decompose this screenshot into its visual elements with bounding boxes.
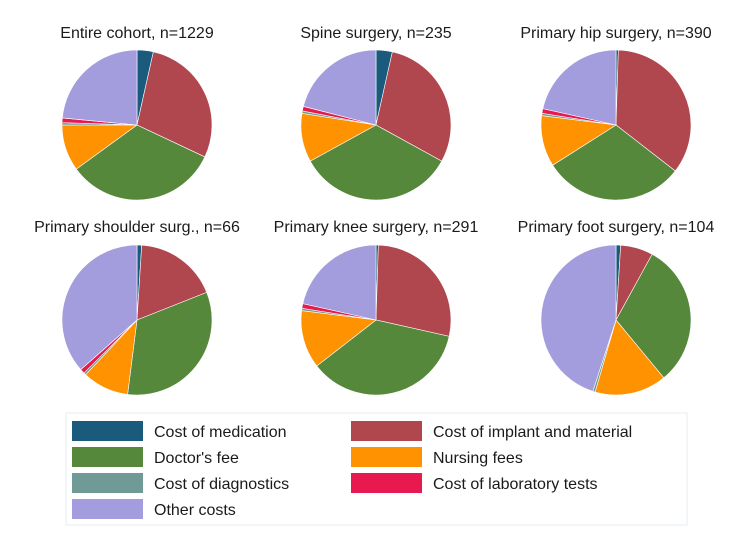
pie-title: Spine surgery, n=235 <box>300 25 451 42</box>
legend-swatch-diagnostics <box>72 473 143 493</box>
legend-item-laboratory: Cost of laboratory tests <box>351 473 598 493</box>
legend-swatch-implant <box>351 421 422 441</box>
legend-label-other: Other costs <box>154 502 236 519</box>
pies-layer: Entire cohort, n=1229 Spine surgery, n=23… <box>34 25 715 396</box>
pie-title: Primary shoulder surg., n=66 <box>34 219 240 236</box>
legend-label-medication: Cost of medication <box>154 424 287 441</box>
legend-swatch-laboratory <box>351 473 422 493</box>
legend-label-laboratory: Cost of laboratory tests <box>433 476 598 493</box>
pie-slice-doctor <box>615 253 692 379</box>
pie-slice-implant <box>375 51 452 162</box>
legend-swatch-medication <box>72 421 143 441</box>
legend-item-doctor: Doctor's fee <box>72 447 239 467</box>
pie-slice-doctor <box>309 124 443 201</box>
legend-item-implant: Cost of implant and material <box>351 421 632 441</box>
pie-slice-implant <box>615 49 692 172</box>
pie-slice-nursing <box>594 319 665 396</box>
pie-slice-nursing <box>300 310 377 367</box>
pie-title: Primary knee surgery, n=291 <box>274 219 479 236</box>
legend-label-diagnostics: Cost of diagnostics <box>154 476 289 493</box>
pie-chart-3: Primary hip surgery, n=390 <box>520 25 712 201</box>
legend-label-nursing: Nursing fees <box>433 450 523 467</box>
pie-slice-other <box>302 49 377 126</box>
pie-slice-other <box>302 244 377 321</box>
pie-slice-other <box>62 49 138 126</box>
pie-slice-implant <box>136 244 208 321</box>
pie-slice-other <box>542 49 617 126</box>
legend-swatch-nursing <box>351 447 422 467</box>
legend-swatch-doctor <box>72 447 143 467</box>
pie-chart-6: Primary foot surgery, n=104 <box>518 219 715 396</box>
pie-slice-other <box>61 244 138 371</box>
legend-item-diagnostics: Cost of diagnostics <box>72 473 289 493</box>
pie-slice-other <box>540 244 617 392</box>
pie-title: Entire cohort, n=1229 <box>60 25 214 42</box>
legend-item-nursing: Nursing fees <box>351 447 523 467</box>
legend-label-doctor: Doctor's fee <box>154 450 239 467</box>
pie-slice-implant <box>136 51 213 158</box>
legend-label-implant: Cost of implant and material <box>433 424 632 441</box>
pie-chart-1: Entire cohort, n=1229 <box>60 25 214 201</box>
legend-item-medication: Cost of medication <box>72 421 287 441</box>
pie-slice-doctor <box>552 124 676 201</box>
pie-title: Primary hip surgery, n=390 <box>520 25 711 42</box>
legend-swatch-other <box>72 499 143 519</box>
pie-slice-doctor <box>127 292 213 396</box>
pie-slice-doctor <box>75 124 206 201</box>
pie-chart-4: Primary shoulder surg., n=66 <box>34 219 240 396</box>
legend-item-other: Other costs <box>72 499 236 519</box>
legend: Cost of medication Cost of implant and ma… <box>65 412 688 526</box>
pie-title: Primary foot surgery, n=104 <box>518 219 715 236</box>
pie-slice-doctor <box>316 319 450 396</box>
pie-chart-5: Primary knee surgery, n=291 <box>274 219 479 396</box>
pie-chart-2: Spine surgery, n=235 <box>300 25 452 201</box>
pie-slice-implant <box>375 244 452 337</box>
